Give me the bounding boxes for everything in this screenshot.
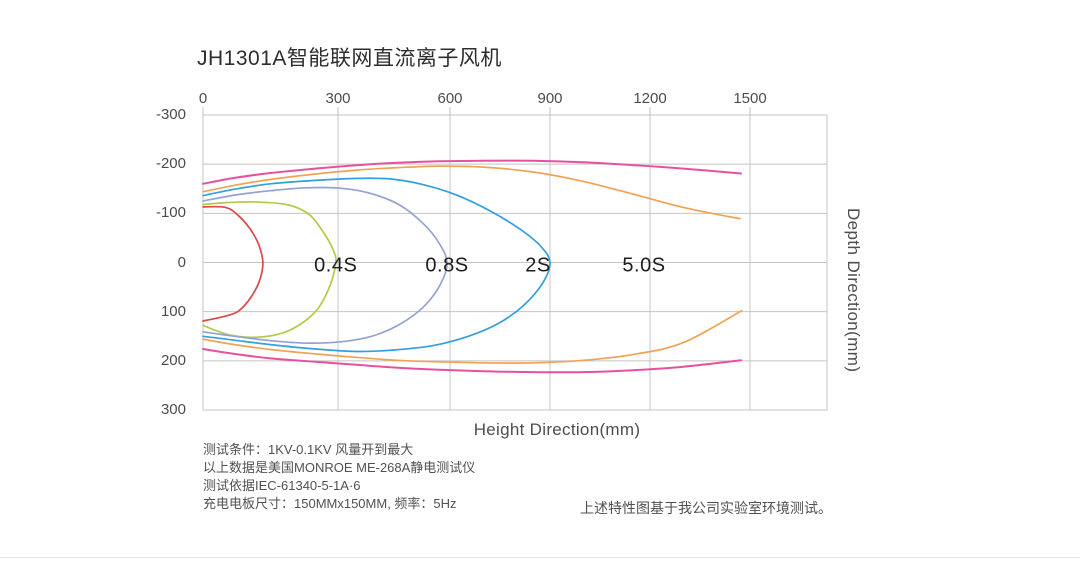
footnote-standard: 测试依据IEC-61340-5-1A·6 <box>203 478 361 493</box>
x-tick-label-900: 900 <box>537 90 563 107</box>
plot-border <box>202 114 828 411</box>
x-tick-label-300: 300 <box>325 90 351 107</box>
curve-5.0S-contour <box>202 165 741 220</box>
test-conditions-block: 测试条件：1KV-0.1KV 风量开到最大 以上数据是美国MONROE ME-2… <box>203 441 475 513</box>
x-axis-title: Height Direction(mm) <box>473 420 641 439</box>
curve-0.4S-contour <box>202 201 337 339</box>
x-tick-label-600: 600 <box>437 90 463 107</box>
page-title: JH1301A智能联网直流离子风机 <box>197 47 502 70</box>
contour-label-2s: 2S <box>525 254 551 277</box>
y-tick-label-neg300: -300 <box>155 106 186 123</box>
y-tick-label-0: 0 <box>177 253 186 271</box>
contour-label-5.0s: 5.0S <box>622 254 666 277</box>
curve-outer-pink-contour <box>202 159 742 185</box>
lab-environment-note: 上述特性图基于我公司实验室环境测试。 <box>580 500 832 516</box>
y-tick-label-200: 200 <box>160 351 186 369</box>
curve-2S-contour <box>202 177 551 353</box>
y-tick-label-neg100: -100 <box>155 204 186 222</box>
contour-label-0.8s: 0.8S <box>425 254 469 277</box>
x-tick-label-0: 0 <box>198 90 208 107</box>
curve-outer-pink-contour <box>202 348 742 374</box>
page-bottom-divider <box>0 557 1080 558</box>
curve-0.8S-contour <box>202 186 448 344</box>
x-tick-label-1500: 1500 <box>733 90 767 107</box>
curve-5.0S-contour <box>202 309 743 364</box>
footnote-plate-size: 充电电板尺寸：150MMx150MM, 频率：5Hz <box>203 496 457 511</box>
footnote-instrument: 以上数据是美国MONROE ME-268A静电测试仪 <box>203 460 476 475</box>
y-axis-title: Depth Direction(mm) <box>844 208 863 373</box>
y-tick-label-neg200: -200 <box>155 155 186 173</box>
grid-lines <box>202 107 828 411</box>
y-tick-label-100: 100 <box>160 302 186 320</box>
contour-curves <box>202 159 743 374</box>
curve-inner-red-contour <box>202 205 264 322</box>
contour-label-0.4s: 0.4S <box>314 254 358 277</box>
x-tick-label-1200: 1200 <box>633 90 667 107</box>
footnote-test-condition: 测试条件：1KV-0.1KV 风量开到最大 <box>203 442 414 457</box>
y-tick-label-300: 300 <box>160 401 186 418</box>
